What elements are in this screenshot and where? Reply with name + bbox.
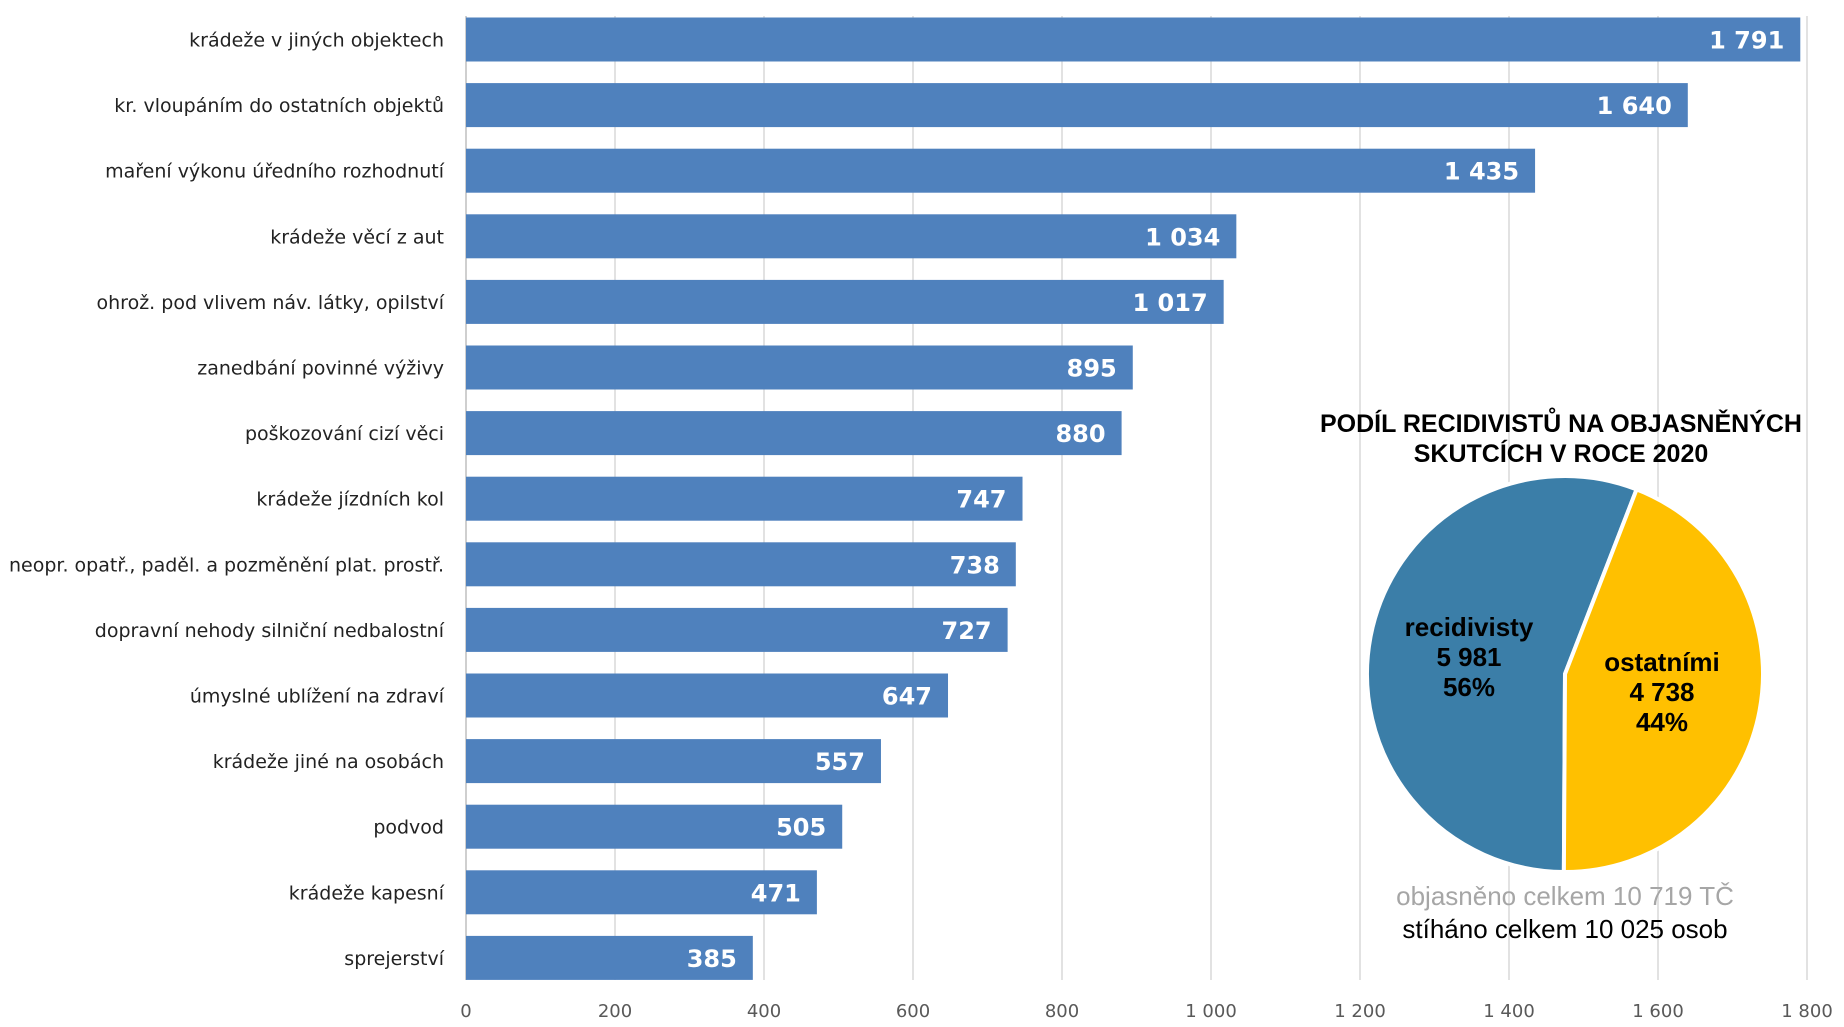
bar (466, 17, 1801, 62)
pie-title-line-2: SKUTCÍCH V ROCE 2020 (1414, 439, 1709, 468)
x-tick-label: 1 800 (1781, 1001, 1833, 1022)
bar (466, 542, 1016, 587)
x-tick-label: 1 400 (1483, 1001, 1535, 1022)
x-axis-ticks: 0 200 400 600 800 1 000 1 200 1 400 1 600 1 800 (460, 1001, 1832, 1022)
x-tick-label: 1 000 (1185, 1001, 1237, 1022)
bar (466, 83, 1688, 128)
bar (466, 935, 753, 980)
category-label: krádeže kapesní (289, 882, 445, 904)
x-tick-label: 200 (598, 1001, 632, 1022)
category-label: ohrož. pod vlivem náv. látky, opilství (97, 292, 445, 314)
x-tick-label: 1 200 (1334, 1001, 1386, 1022)
slice-label-others-name: ostatními (1604, 647, 1720, 677)
pie-title-line-1: PODÍL RECIDIVISTŮ NA OBJASNĚNÝCH (1320, 406, 1802, 438)
pie-slice-recidivists (1365, 474, 1639, 874)
slice-label-recidivists-value: 5 981 (1436, 642, 1501, 672)
bar-value-label: 471 (751, 879, 801, 907)
bar-value-label: 385 (687, 945, 737, 973)
category-label: krádeže v jiných objektech (189, 30, 444, 52)
category-label: úmyslné ublížení na zdraví (190, 686, 445, 708)
bar-value-label: 1 640 (1597, 92, 1672, 120)
category-label: krádeže jiné na osobách (213, 751, 444, 773)
bar (466, 411, 1122, 456)
bar (466, 607, 1008, 652)
bar-value-label: 880 (1055, 420, 1105, 448)
category-label: sprejerství (344, 948, 444, 970)
bar (466, 673, 949, 718)
slice-label-recidivists-name: recidivisty (1405, 612, 1534, 642)
bar (466, 214, 1237, 259)
bar-value-label: 1 435 (1444, 158, 1519, 186)
slice-label-others-percent: 44% (1636, 707, 1688, 737)
bar (466, 804, 843, 849)
bar (466, 148, 1536, 193)
bar (466, 739, 881, 784)
bar (466, 870, 817, 915)
slice-label-others-value: 4 738 (1629, 677, 1694, 707)
bar-value-label: 1 034 (1145, 223, 1220, 251)
category-label: neopr. opatř., paděl. a pozměnění plat. … (9, 554, 444, 576)
slice-label-recidivists-percent: 56% (1443, 672, 1495, 702)
x-tick-label: 0 (460, 1001, 471, 1022)
note-solved-total: objasněno celkem 10 719 TČ (1396, 881, 1734, 911)
bar (466, 279, 1224, 324)
bar-value-label: 727 (942, 617, 992, 645)
category-label: kr. vloupáním do ostatních objektů (114, 95, 444, 117)
bar (466, 345, 1133, 390)
bar (466, 476, 1023, 521)
x-tick-label: 400 (747, 1001, 781, 1022)
category-label: zanedbání povinné výživy (197, 358, 444, 380)
bar-value-label: 895 (1067, 355, 1117, 383)
category-label: poškozování cizí věci (245, 423, 444, 445)
x-tick-label: 600 (896, 1001, 930, 1022)
category-label: dopravní nehody silniční nedbalostní (95, 620, 445, 642)
bar-value-label: 557 (815, 748, 865, 776)
x-tick-label: 800 (1045, 1001, 1079, 1022)
bar-series: 1 791 1 640 1 435 1 034 1 017 895 880 747 738 727… (466, 17, 1801, 980)
note-prosecuted-total: stíháno celkem 10 025 osob (1402, 914, 1727, 944)
pie-chart: PODÍL RECIDIVISTŮ NA OBJASNĚNÝCH SKUTCÍC… (1320, 406, 1802, 944)
pie-slice-others (1561, 487, 1765, 874)
bar-value-label: 1 017 (1133, 289, 1208, 317)
pie-slices (1365, 474, 1765, 874)
x-tick-label: 1 600 (1632, 1001, 1684, 1022)
category-label: krádeže věcí z aut (270, 226, 444, 248)
category-label: maření výkonu úředního rozhodnutí (105, 161, 445, 183)
bar-value-label: 1 791 (1709, 27, 1784, 55)
category-label: podvod (373, 817, 444, 839)
category-label: krádeže jízdních kol (256, 489, 444, 511)
bar-value-label: 505 (776, 814, 826, 842)
category-labels: krádeže v jiných objektech kr. vloupáním … (9, 30, 445, 970)
bar-value-label: 738 (950, 551, 1000, 579)
bar-value-label: 647 (882, 683, 932, 711)
bar-value-label: 747 (956, 486, 1006, 514)
